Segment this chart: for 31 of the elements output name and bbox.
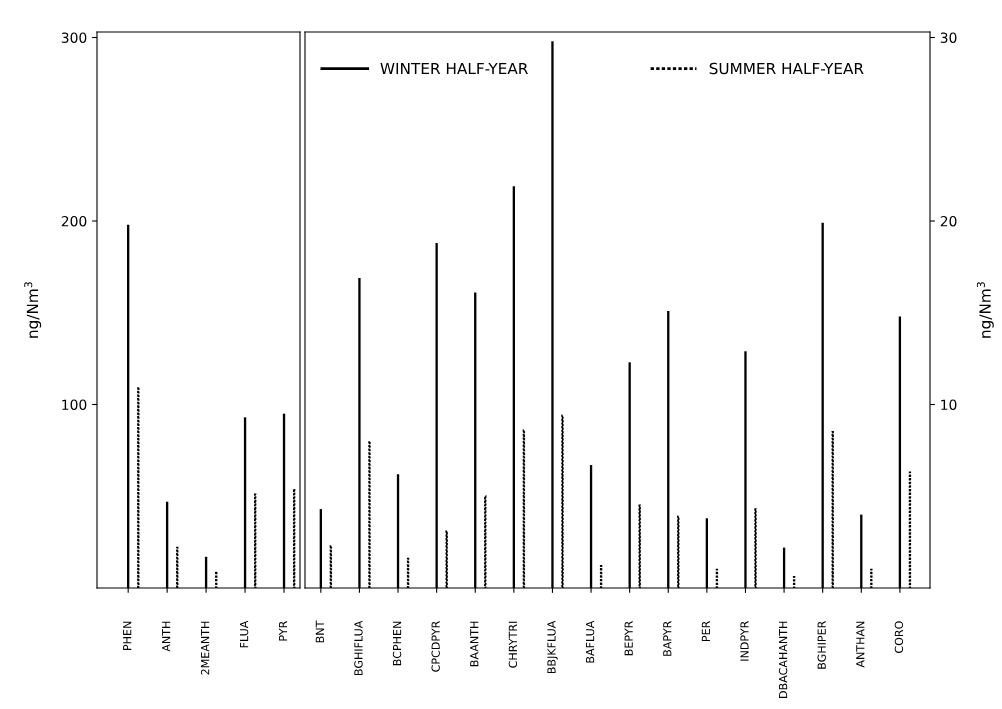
x-tick-label: CPCDPYR [431,620,440,672]
x-tick-label: 2MEANTH [200,621,210,675]
y2-axis-title: ng/Nm$^{3}$ [976,282,994,338]
y2-tick-label: 10 [941,399,957,410]
x-tick-label: PER [701,620,710,641]
x-tick-label: BCPHEN [392,621,402,666]
y2-tick-label: 30 [940,32,957,43]
x-tick-label: BGHIFLUA [354,620,363,675]
x-tick-label: CHRYTRI [508,621,518,668]
legend-label: WINTER HALF-YEAR [380,62,528,75]
x-tick-label: CORO [894,621,904,653]
x-tick-label: BAFLUA [586,620,595,663]
y-tick-label: 100 [62,399,87,410]
x-tick-label: DBACAHANTH [778,621,788,698]
x-tick-label: BAPYR [663,620,672,656]
y2-tick-label: 20 [940,215,957,227]
y-tick-label: 200 [61,215,87,227]
x-tick-label: BGHIPER [817,620,826,669]
x-tick-label: BNT [315,620,324,643]
x-tick-label: BEPYR [624,620,633,656]
x-tick-label: ANTHAN [856,621,865,668]
x-tick-label: INDPYR [740,620,749,661]
y-tick-label: 300 [61,32,87,43]
y-axis-title: ng/Nm$^{3}$ [24,282,42,338]
x-tick-label: BBJKFLUA [547,620,558,674]
x-tick-label: PHEN [123,621,132,650]
x-tick-label: PYR [278,620,288,641]
legend-label: SUMMER HALF-YEAR [709,62,864,75]
x-tick-label: ANTH [162,621,171,652]
x-tick-label: BAANTH [470,621,479,667]
x-tick-label: FLUA [240,620,249,648]
